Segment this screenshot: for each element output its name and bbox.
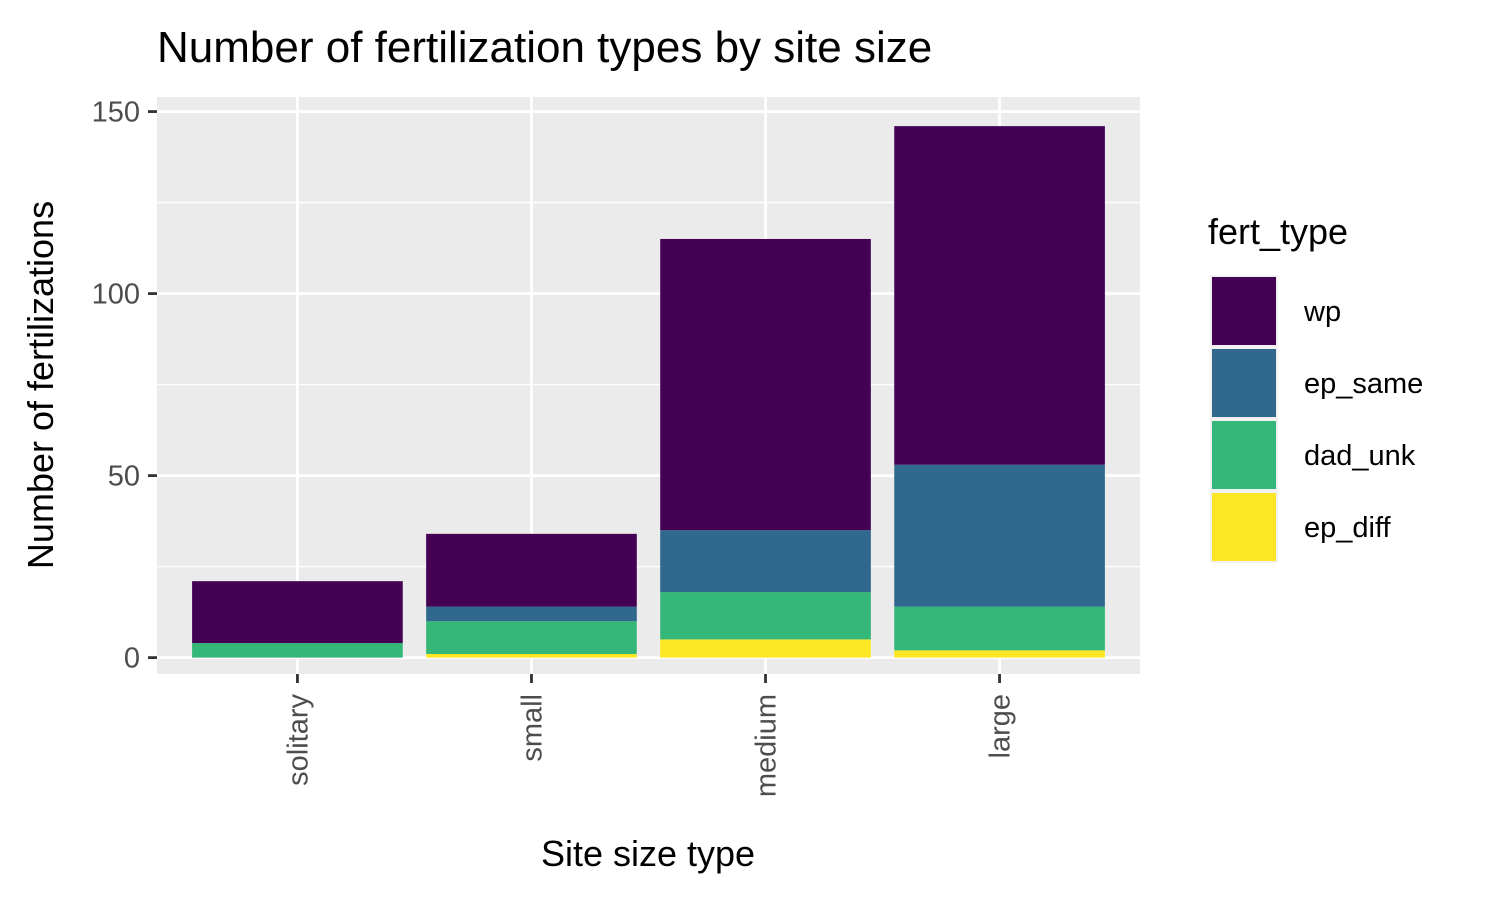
bar-small-ep_diff <box>426 653 637 658</box>
bar-solitary-wp <box>192 581 403 644</box>
x-tick-label-large: large <box>985 694 1017 759</box>
x-axis: solitary small medium large <box>282 674 1017 797</box>
x-tick-label-small: small <box>516 694 548 762</box>
legend: fert_type wp ep_same dad_unk ep_diff <box>1208 211 1423 563</box>
chart-title: Number of fertilization types by site si… <box>157 23 932 72</box>
x-tick-label-medium: medium <box>751 694 783 797</box>
y-axis: 0 50 100 150 <box>92 97 157 675</box>
legend-swatch-ep_same <box>1212 349 1276 417</box>
legend-swatch-dad_unk <box>1212 421 1276 489</box>
bar-small-ep_same <box>426 606 637 622</box>
bar-medium-ep_diff <box>660 639 871 658</box>
bar-medium-wp <box>660 238 871 531</box>
y-tick-label: 50 <box>108 461 140 493</box>
x-axis-title: Site size type <box>541 833 755 874</box>
legend-label-ep_same: ep_same <box>1304 368 1423 400</box>
legend-swatch-wp <box>1212 277 1276 345</box>
bar-small-wp <box>426 533 637 607</box>
bar-large-ep_diff <box>894 650 1105 658</box>
bar-large-dad_unk <box>894 606 1105 651</box>
y-tick-label: 150 <box>92 97 140 129</box>
bar-solitary-dad_unk <box>192 643 403 658</box>
y-tick-label: 100 <box>92 279 140 311</box>
bar-medium-dad_unk <box>660 592 871 640</box>
x-tick-label-solitary: solitary <box>282 694 314 786</box>
y-axis-title: Number of fertilizations <box>20 201 61 569</box>
bar-small-dad_unk <box>426 621 637 654</box>
bar-large-ep_same <box>894 464 1105 607</box>
legend-title: fert_type <box>1208 211 1348 252</box>
legend-label-dad_unk: dad_unk <box>1304 440 1416 472</box>
legend-label-wp: wp <box>1303 296 1341 328</box>
y-tick-label: 0 <box>124 643 140 675</box>
legend-label-ep_diff: ep_diff <box>1304 512 1391 544</box>
bars <box>192 126 1105 658</box>
bar-large-wp <box>894 126 1105 465</box>
bar-medium-ep_same <box>660 530 871 593</box>
legend-swatch-ep_diff <box>1212 493 1276 561</box>
